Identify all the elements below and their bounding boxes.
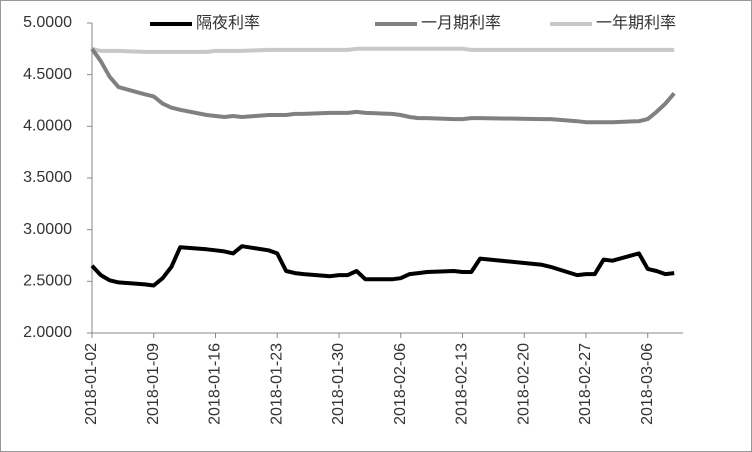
y-tick-label: 2.0000 — [23, 324, 72, 341]
x-tick-label: 2018-02-27 — [577, 343, 594, 425]
x-tick-label: 2018-01-30 — [330, 343, 347, 425]
x-tick-label: 2018-02-20 — [515, 343, 532, 425]
y-tick-label: 4.0000 — [23, 118, 72, 135]
legend-label: 一月期利率 — [421, 14, 501, 32]
x-tick-label: 2018-01-16 — [207, 343, 224, 425]
x-tick-label: 2018-01-02 — [83, 343, 100, 425]
y-tick-label: 3.5000 — [23, 169, 72, 186]
x-tick-label: 2018-03-06 — [639, 343, 656, 425]
x-tick-label: 2018-02-06 — [392, 343, 409, 425]
x-tick-label: 2018-01-09 — [145, 343, 162, 425]
series-line — [90, 244, 675, 288]
x-tick-label: 2018-02-13 — [454, 343, 471, 425]
legend-label: 一年期利率 — [596, 14, 676, 32]
x-tick-label: 2018-01-23 — [268, 343, 285, 425]
series-line — [91, 46, 675, 54]
series-line — [90, 47, 676, 125]
y-tick-label: 5.0000 — [23, 14, 72, 31]
legend-label: 隔夜利率 — [196, 14, 260, 32]
y-tick-label: 4.5000 — [23, 66, 72, 83]
y-tick-label: 3.0000 — [23, 221, 72, 238]
y-tick-label: 2.5000 — [23, 273, 72, 290]
